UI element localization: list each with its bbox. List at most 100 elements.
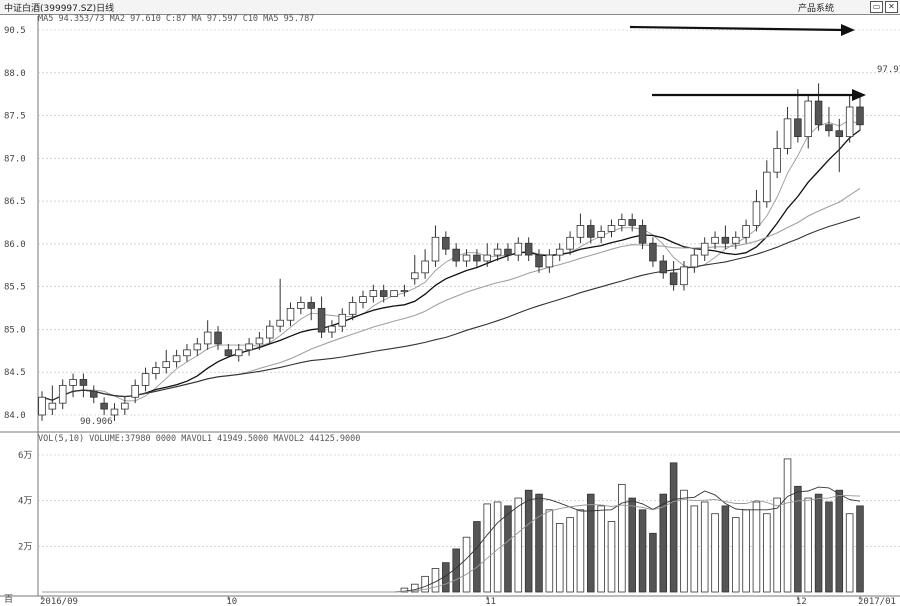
candle-up [752,201,761,226]
volume-bar [690,505,699,593]
candle-up [390,290,398,297]
candle-up [38,396,46,416]
price-legend: MA5 94.353/73 MA2 97.610 C:87 MA 97.597 … [38,14,314,24]
product-button[interactable]: 产品系统 [798,4,835,14]
candle-down [79,379,88,386]
volume-bar [576,509,585,593]
candle-up [110,408,119,416]
candle-down [721,236,730,244]
candle-down [794,118,802,138]
last-price-label: 97.97 [877,65,900,75]
candle-up [845,106,854,138]
candle-up [742,225,750,238]
volume-bar [814,493,823,593]
candle-up [700,242,709,256]
price-tick-label: 87.0 [4,154,26,164]
candle-down [659,260,668,274]
price-tick-label: 84.5 [4,368,26,378]
window-title: 中证白酒(399997.SZ)日线 [4,4,115,14]
candle-up [297,302,305,309]
restore-button[interactable]: ▭ [870,1,883,13]
candle-up [245,343,253,351]
volume-bar [825,501,833,593]
volume-bar [514,497,523,593]
candle-up [48,402,57,410]
candles [38,83,864,421]
candle-up [576,225,585,238]
candle-up [141,373,150,386]
volume-axis-label: 百 [4,594,13,605]
candle-up [286,307,295,321]
volume-bar [462,536,471,593]
candle-down [524,242,533,256]
volume-bar [845,513,854,593]
volume-bar [659,493,668,593]
ma5-line [41,119,861,402]
candle-up [410,272,419,280]
volume-bar [752,501,761,593]
volume-bar [483,503,492,593]
ma20-line [41,187,861,401]
volume-bar [742,509,750,593]
volume-bar [721,505,730,593]
upper-arrow-head [841,24,855,36]
price-tick-label: 85.5 [4,283,26,293]
candle-up [545,254,554,268]
volume-bar [669,462,678,593]
candle-up [348,302,357,315]
candle-down [649,242,657,262]
volume-bar [421,575,429,593]
title-bar: 中证白酒(399997.SZ)日线 产品系统 ▭ ✕ [0,0,900,15]
candle-down [100,402,108,410]
candle-up [131,384,139,398]
candle-down [825,124,833,132]
candle-down [587,225,595,238]
date-tick-label: 2016/09 [40,597,78,606]
volume-bar [763,513,771,593]
volume-bar [607,521,616,593]
volume-bar [804,497,812,593]
lower-arrow-head [852,89,866,101]
volume-bar [545,509,554,593]
volume-bar [711,513,719,593]
volume-tick-label: 4万 [18,497,32,507]
moving-average-lines [41,119,861,402]
price-tick-label: 85.0 [4,325,26,335]
close-button[interactable]: ✕ [885,1,898,13]
grid-lines [38,29,900,547]
volume-bar [680,489,688,593]
candle-up [462,254,471,262]
candle-up [234,349,243,357]
volume-bar [410,583,419,593]
volume-bar [442,562,450,593]
volume-axis: 6万 4万 2万 [18,451,32,552]
trend-arrows [629,24,866,101]
candle-down [214,331,222,345]
date-tick-label: 12 [796,597,807,606]
volume-bar [731,517,740,593]
candle-up [607,225,616,232]
candle-up [203,331,212,345]
candle-up [369,290,378,297]
candle-up [711,236,719,244]
candle-up [359,296,367,303]
price-axis: 90.5 88.0 87.5 87.0 86.5 86.0 85.5 85.0 84.5 84.0 [4,26,26,421]
candle-down [473,254,481,262]
chart-frame [0,16,900,597]
ma10-line [41,129,861,401]
candle-up [338,313,347,327]
date-axis: 2016/09 10 11 12 2017/01 [40,596,896,606]
candle-down [379,290,388,297]
candle-up [266,325,274,339]
candle-down [504,248,512,256]
volume-bar [473,521,481,593]
price-tick-label: 88.0 [4,69,26,79]
candle-up [566,236,574,250]
candle-down [669,272,678,286]
candle-up [276,319,284,327]
volume-tick-label: 2万 [18,542,32,552]
volume-bar [618,483,626,593]
candle-down [814,100,823,126]
candle-up [431,236,440,262]
ma40-line [41,216,861,401]
